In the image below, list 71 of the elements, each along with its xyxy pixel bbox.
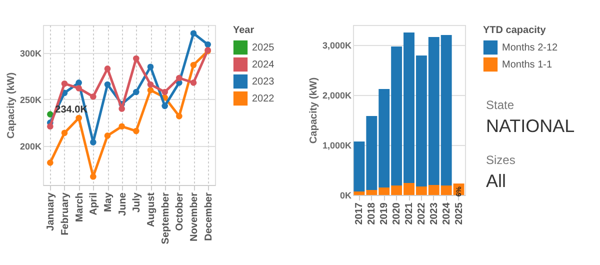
- x-tick-label: 2025: [454, 202, 465, 225]
- point: [162, 102, 168, 110]
- point: [190, 62, 197, 68]
- point: [176, 113, 182, 120]
- y-tick-label: 250K: [20, 94, 42, 105]
- text: Sizes: [486, 153, 516, 167]
- x-tick-label: May: [103, 192, 114, 212]
- x-tick-label: October: [174, 192, 186, 231]
- x-tick-label: 2017: [354, 202, 366, 225]
- point: [147, 81, 154, 88]
- point: [61, 80, 68, 87]
- point: [147, 64, 154, 70]
- point: [90, 93, 96, 100]
- legend-label: Months 2-12: [502, 42, 558, 54]
- text: All: [486, 171, 506, 192]
- text: NATIONAL: [486, 116, 575, 137]
- point: [118, 123, 125, 130]
- legend-label: 2023: [252, 76, 275, 88]
- x-tick-label: March: [74, 192, 86, 222]
- y-tick-label: 300K: [20, 48, 42, 58]
- point: [162, 88, 168, 96]
- point: [204, 41, 211, 48]
- y-tick-label: 2,000K: [322, 90, 352, 100]
- point: [76, 85, 82, 92]
- point: [190, 30, 197, 37]
- legend-title: Year: [233, 25, 254, 36]
- point: [104, 66, 111, 72]
- legend-title: YTD capacity: [483, 25, 546, 36]
- point: [147, 86, 154, 94]
- point: [118, 106, 125, 112]
- x-tick-label: September: [160, 192, 172, 244]
- x-tick-label: January: [46, 192, 57, 231]
- text: State: [486, 98, 514, 112]
- y-axis-title: Capacity (kW): [6, 72, 17, 139]
- point: [61, 130, 68, 136]
- x-tick-label: April: [88, 192, 100, 216]
- point: [133, 55, 140, 62]
- legend-label: Months 1-1: [502, 60, 552, 70]
- x-tick-label: August: [146, 192, 157, 227]
- x-tick-label: July: [132, 192, 143, 213]
- point: [76, 114, 82, 122]
- point: [90, 139, 96, 146]
- x-tick-label: December: [203, 192, 214, 241]
- x-tick-label: 2020: [392, 202, 403, 225]
- x-tick-label: February: [60, 192, 71, 236]
- x-tick-label: 2018: [366, 202, 378, 225]
- point: [90, 173, 96, 180]
- x-tick-label: 2023: [428, 202, 440, 225]
- y-tick-label: 0K: [340, 190, 352, 200]
- x-tick-label: June: [117, 192, 128, 216]
- y-tick-label: 1,000K: [322, 140, 352, 150]
- point: [104, 132, 111, 139]
- y-axis-title: Capacity (kW): [308, 77, 320, 144]
- legend-label: 2025: [252, 42, 275, 54]
- x-tick-label: 2024: [441, 202, 452, 225]
- point: [76, 80, 82, 86]
- point: [190, 80, 197, 86]
- point: [104, 81, 111, 88]
- legend-label: 2022: [252, 94, 275, 104]
- x-tick-label: 2021: [404, 202, 415, 225]
- legend-label: 2024: [252, 60, 275, 70]
- y-tick-label: 3,000K: [322, 40, 352, 50]
- x-tick-label: 2019: [379, 202, 390, 225]
- point: [176, 74, 182, 82]
- x-tick-label: November: [189, 192, 200, 242]
- point: [47, 123, 54, 130]
- y-tick-label: 200K: [20, 141, 42, 152]
- x-tick-label: 2022: [416, 202, 428, 225]
- point: [47, 160, 54, 166]
- point: [133, 128, 140, 134]
- point: [133, 88, 140, 96]
